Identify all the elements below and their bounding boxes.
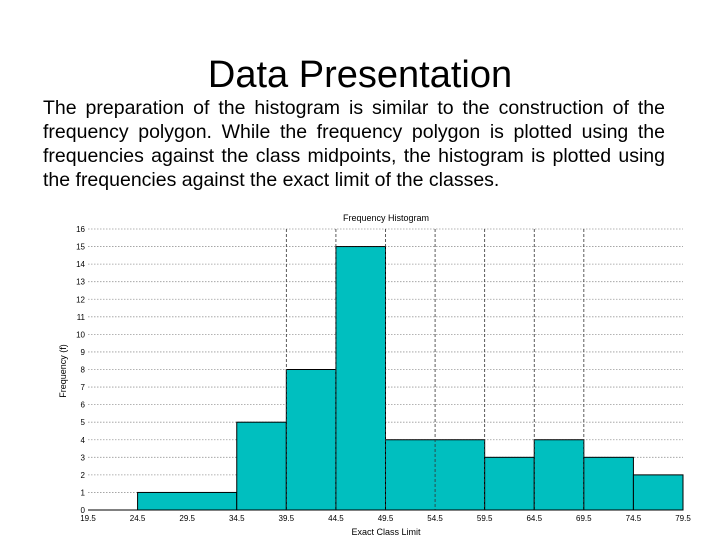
x-tick-label: 34.5	[229, 514, 245, 523]
y-tick-label: 10	[76, 330, 85, 339]
y-tick-label: 15	[76, 243, 85, 252]
x-tick-label: 19.5	[80, 514, 96, 523]
y-tick-label: 1	[81, 488, 86, 497]
histogram-bar	[533, 439, 585, 511]
y-tick-label: 7	[81, 383, 86, 392]
histogram-bar	[632, 474, 684, 511]
x-tick-label: 64.5	[526, 514, 542, 523]
y-tick-label: 0	[81, 506, 86, 515]
y-tick-label: 11	[77, 313, 86, 322]
x-axis-label: Exact Class Limit	[351, 527, 421, 537]
slide-body-text: The preparation of the histogram is simi…	[43, 97, 665, 191]
x-tick-label: 24.5	[130, 514, 146, 523]
histogram-bar	[583, 456, 634, 511]
histogram-bar	[285, 369, 337, 511]
y-tick-label: 2	[81, 471, 86, 480]
chart-title: Frequency Histogram	[343, 213, 429, 223]
histogram-bar	[236, 421, 287, 511]
x-tick-label: 79.5	[675, 514, 691, 523]
y-tick-label: 16	[76, 225, 85, 234]
histogram-bar	[484, 456, 535, 511]
y-tick-label: 9	[81, 348, 86, 357]
bars	[137, 246, 684, 511]
y-tick-label: 14	[76, 260, 85, 269]
y-tick-label: 8	[81, 366, 86, 375]
x-tick-label: 54.5	[427, 514, 443, 523]
histogram-bar	[335, 246, 386, 511]
x-tick-label: 59.5	[477, 514, 493, 523]
class-limit-lines	[285, 229, 585, 510]
x-tick-label: 29.5	[179, 514, 195, 523]
y-tick-label: 4	[81, 436, 86, 445]
y-tick-label: 12	[76, 295, 85, 304]
y-tick-label: 6	[81, 401, 86, 410]
y-axis-label: Frequency (f)	[58, 344, 68, 398]
histogram-bar	[137, 491, 238, 511]
x-tick-label: 49.5	[378, 514, 394, 523]
x-tick-label: 39.5	[279, 514, 295, 523]
y-tick-label: 5	[81, 418, 86, 427]
x-tick-label: 44.5	[328, 514, 344, 523]
x-tick-label: 74.5	[626, 514, 642, 523]
x-tick-label: 69.5	[576, 514, 592, 523]
x-tick-labels: 19.5 24.5 29.5 34.5 39.5 44.5 49.5 54.5 59.5 64.5…	[80, 514, 691, 523]
y-tick-label: 3	[81, 453, 86, 462]
y-tick-label: 13	[76, 278, 85, 287]
slide-title: Data Presentation	[207, 54, 513, 96]
